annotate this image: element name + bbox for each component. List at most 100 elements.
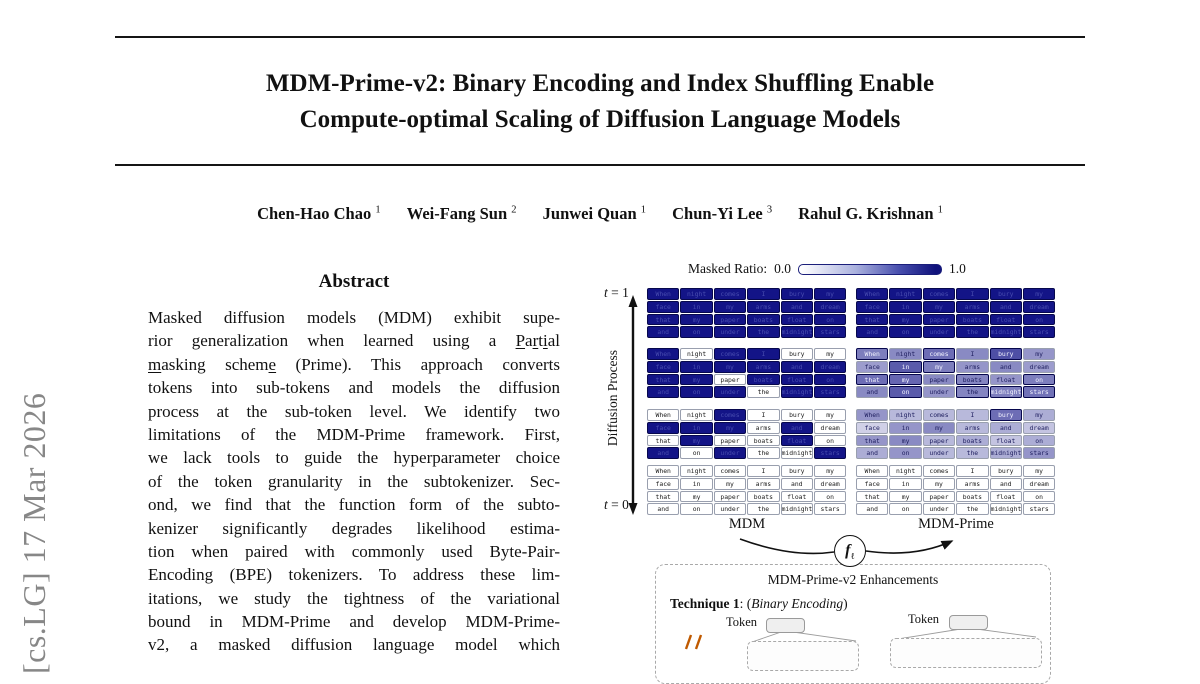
token-cell: and xyxy=(856,447,889,459)
token-cell: night xyxy=(680,288,713,300)
token-cell: comes xyxy=(922,409,956,421)
author: Chen-Hao Chao 1 xyxy=(257,204,381,223)
enhancements-title: MDM-Prime-v2 Enhancements xyxy=(767,572,939,587)
subtoken-box-right xyxy=(890,638,1042,668)
token-cell: my xyxy=(1022,288,1056,300)
abstract-line: process at the sub-token level. We ident… xyxy=(148,401,560,421)
technique-1-label: Technique 1: (Binary Encoding) xyxy=(670,596,848,611)
token-cell: my xyxy=(680,490,713,503)
masked-ratio-gradient-bar xyxy=(798,263,942,275)
token-cell: night xyxy=(680,465,713,477)
token-pill-left xyxy=(766,618,805,633)
author: Junwei Quan 1 xyxy=(542,204,647,223)
token-cell: on xyxy=(813,434,847,447)
token-cell: arms xyxy=(747,360,780,373)
token-cell: bury xyxy=(989,465,1022,477)
token-cell: my xyxy=(813,465,847,477)
token-cell: my xyxy=(680,373,713,386)
token-cell: float xyxy=(780,373,813,386)
token-cell: that xyxy=(856,373,889,386)
token-cell: that xyxy=(856,434,889,447)
token-cell: paper xyxy=(713,490,747,503)
mdm-prime-label: MDM-Prime xyxy=(918,516,994,532)
token-cell: I xyxy=(956,465,989,477)
token-cell: float xyxy=(780,490,813,503)
token-cell: my xyxy=(713,477,747,490)
token-cell: float xyxy=(989,373,1022,386)
token-cell: my xyxy=(922,300,956,313)
token-cell: boats xyxy=(956,373,989,386)
token-cell: arms xyxy=(747,477,780,490)
abstract-line: tokens into sub-tokens and models the di… xyxy=(148,378,560,398)
token-cell: under xyxy=(713,326,747,338)
token-cell: my xyxy=(713,421,747,434)
token-cell: my xyxy=(1022,465,1056,477)
token-cell: When xyxy=(856,409,889,421)
abstract-line: kenizer significantly degrades likelihoo… xyxy=(148,518,560,538)
token-cell: When xyxy=(647,288,680,300)
token-cell: arms xyxy=(956,360,989,373)
abstract-line: rior generalization when learned using a… xyxy=(148,331,560,351)
subtoken-box-left xyxy=(747,641,859,671)
token-cell: boats xyxy=(747,434,780,447)
token-cell: dream xyxy=(1022,300,1056,313)
mdm-to-f-arrow xyxy=(739,538,835,555)
token-cell: and xyxy=(989,300,1022,313)
token-cell: When xyxy=(647,465,680,477)
token-cell: paper xyxy=(922,434,956,447)
author: Chun-Yi Lee 3 xyxy=(672,204,773,223)
diffusion-process-axis-label: Diffusion Process xyxy=(605,349,620,447)
token-cell: arms xyxy=(747,300,780,313)
token-cell: When xyxy=(647,348,680,360)
f-symbol: f xyxy=(845,542,851,559)
token-cell: on xyxy=(889,447,922,459)
token-cell: and xyxy=(989,477,1022,490)
token-cell: float xyxy=(989,490,1022,503)
token-cell: night xyxy=(889,465,922,477)
token-cell: and xyxy=(780,300,813,313)
token-cell: face xyxy=(647,300,680,313)
token-cell: dream xyxy=(813,421,847,434)
token-cell: the xyxy=(956,386,989,398)
token-cell: night xyxy=(889,288,922,300)
token-cell: my xyxy=(889,373,922,386)
token-cell: I xyxy=(747,288,780,300)
token-cell: When xyxy=(856,348,889,360)
token-cell: paper xyxy=(713,434,747,447)
token-cell: float xyxy=(989,434,1022,447)
token-cell: my xyxy=(922,477,956,490)
token-cell: night xyxy=(680,348,713,360)
token-cell: in xyxy=(889,360,922,373)
token-cell: in xyxy=(680,300,713,313)
token-cell: on xyxy=(680,447,713,459)
token-cell: boats xyxy=(956,490,989,503)
abstract-line: of the token granularity in the subtoken… xyxy=(148,471,560,491)
token-cell: paper xyxy=(922,313,956,326)
token-cell: the xyxy=(747,326,780,338)
token-cell: and xyxy=(647,326,680,338)
token-cell: on xyxy=(889,386,922,398)
token-cell: and xyxy=(647,503,680,515)
token-cell: paper xyxy=(713,313,747,326)
abstract-line: Masked diffusion models (MDM) exhibit su… xyxy=(148,308,560,327)
author-list: Chen-Hao Chao 1 Wei-Fang Sun 2 Junwei Qu… xyxy=(115,204,1085,224)
token-cell: boats xyxy=(747,490,780,503)
diffusion-axis-arrow xyxy=(628,295,638,515)
token-cell: on xyxy=(1022,313,1056,326)
token-cell: night xyxy=(889,348,922,360)
token-cell: my xyxy=(889,434,922,447)
token-cell: my xyxy=(889,313,922,326)
token-cell: on xyxy=(889,503,922,515)
subtokenizer-f-node: fℓ xyxy=(834,535,866,567)
token-cell: comes xyxy=(922,348,956,360)
token-cell: dream xyxy=(813,300,847,313)
token-cell: boats xyxy=(747,313,780,326)
token-cell: midnight xyxy=(989,447,1022,459)
token-cell: face xyxy=(856,300,889,313)
token-cell: that xyxy=(856,490,889,503)
token-cell: face xyxy=(856,360,889,373)
token-cell: dream xyxy=(813,477,847,490)
